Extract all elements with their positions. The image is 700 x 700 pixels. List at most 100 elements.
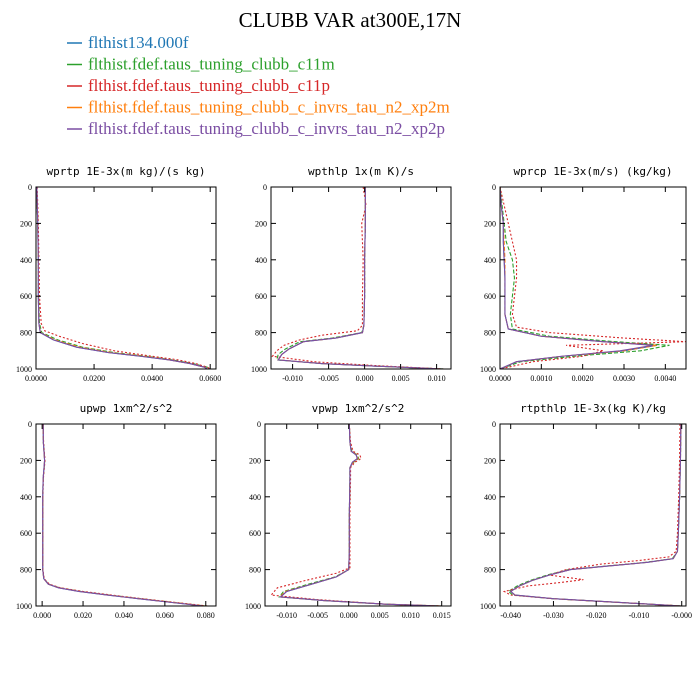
axes-box <box>35 186 217 370</box>
x-tick-label: 0.0000 <box>25 374 47 383</box>
y-tick-label: 0 <box>28 183 32 192</box>
x-tick-label: 0.0000 <box>489 374 511 383</box>
x-tick-label: -0.010 <box>282 374 303 383</box>
panel-title: vpwp 1xm^2/s^2 <box>312 402 405 415</box>
y-tick-label: 400 <box>20 256 32 265</box>
x-tick-label: 0.0600 <box>199 374 221 383</box>
panel-1: wprtp 1E-3x(m kg)/(s kg) 0 200 400 600 800 100… <box>16 165 221 383</box>
y-tick-label: 400 <box>249 493 261 502</box>
figure-title: CLUBB VAR at300E,17N <box>239 8 462 32</box>
x-tick-label: 0.080 <box>197 611 215 620</box>
x-tick-label: 0.005 <box>392 374 410 383</box>
y-tick-label: 200 <box>484 219 496 228</box>
y-tick-label: 0 <box>492 183 496 192</box>
series-line-3 <box>500 187 686 369</box>
y-tick-label: 200 <box>20 219 32 228</box>
x-tick-label: -0.010 <box>629 611 650 620</box>
series-line-5 <box>42 424 204 606</box>
x-tick-label: -0.000 <box>671 611 692 620</box>
x-tick-label: 0.060 <box>156 611 174 620</box>
x-tick-label: 0.010 <box>428 374 446 383</box>
series-line-5 <box>36 187 208 369</box>
x-tick-label: 0.000 <box>356 374 374 383</box>
legend: flthist134.000f flthist.fdef.taus_tuning_… <box>67 33 450 138</box>
legend-label: flthist.fdef.taus_tuning_clubb_c11m <box>88 55 335 74</box>
axes-box <box>499 186 687 370</box>
panel-6: rtpthlp 1E-3x(kg K)/kg02004006008001000-… <box>480 402 692 620</box>
y-tick-label: 800 <box>255 329 267 338</box>
y-tick-label: 400 <box>20 493 32 502</box>
y-tick-label: 800 <box>20 566 32 575</box>
x-tick-label: 0.0040 <box>654 374 676 383</box>
panel-3: wprcp 1E-3x(m/s) (kg/kg) 0 200 400 600 800 100… <box>480 165 687 383</box>
y-tick-label: 400 <box>484 256 496 265</box>
y-tick-label: 600 <box>484 292 496 301</box>
y-tick-label: 200 <box>20 456 32 465</box>
series-line-5 <box>509 424 682 606</box>
y-tick-label: 0 <box>28 420 32 429</box>
y-tick-label: 0 <box>492 420 496 429</box>
series-line-3 <box>42 424 208 606</box>
x-tick-label: 0.000 <box>340 611 358 620</box>
x-tick-label: 0.0010 <box>530 374 552 383</box>
series-line-3 <box>270 424 442 606</box>
series-line-4 <box>500 187 658 369</box>
panel-title: wprtp 1E-3x(m kg)/(s kg) <box>47 165 206 178</box>
y-tick-label: 1000 <box>480 602 496 611</box>
panel-title: wprcp 1E-3x(m/s) (kg/kg) <box>514 165 673 178</box>
series-line-2 <box>500 187 670 369</box>
axes-box <box>499 423 687 607</box>
panel-2: wpthlp 1x(m K)/s 0 200 400 600 800 1000 -0.010 -… <box>251 165 452 383</box>
x-tick-label: 0.010 <box>402 611 420 620</box>
x-tick-label: -0.005 <box>318 374 339 383</box>
panel-title: rtpthlp 1E-3x(kg K)/kg <box>520 402 666 415</box>
y-tick-label: 200 <box>484 456 496 465</box>
y-tick-label: 0 <box>257 420 261 429</box>
y-tick-label: 1000 <box>16 602 32 611</box>
x-tick-label: 0.0030 <box>613 374 635 383</box>
y-tick-label: 600 <box>249 529 261 538</box>
x-tick-label: 0.0020 <box>572 374 594 383</box>
y-tick-label: 600 <box>255 292 267 301</box>
series-line-4 <box>278 424 442 606</box>
panel-title: upwp 1xm^2/s^2 <box>80 402 173 415</box>
x-tick-label: 0.000 <box>33 611 51 620</box>
series-line-4 <box>36 187 208 369</box>
x-tick-label: 0.015 <box>433 611 451 620</box>
y-tick-label: 1000 <box>251 365 267 374</box>
y-tick-label: 200 <box>249 456 261 465</box>
series-line-1 <box>279 424 442 606</box>
legend-item: flthist.fdef.taus_tuning_clubb_c_invrs_t… <box>67 119 445 138</box>
series-line-3 <box>502 424 682 606</box>
x-tick-label: -0.005 <box>307 611 328 620</box>
series-line-5 <box>279 424 442 606</box>
y-tick-label: 600 <box>20 529 32 538</box>
y-tick-label: 800 <box>484 566 496 575</box>
y-tick-label: 800 <box>249 566 261 575</box>
series-line-2 <box>507 424 682 606</box>
axes-box <box>270 186 452 370</box>
series-line-4 <box>42 424 205 606</box>
y-tick-label: 800 <box>20 329 32 338</box>
legend-label: flthist134.000f <box>88 33 189 52</box>
x-tick-label: 0.040 <box>115 611 133 620</box>
y-tick-label: 400 <box>484 493 496 502</box>
series-line-3 <box>271 187 444 369</box>
x-tick-label: 0.0200 <box>83 374 105 383</box>
series-line-1 <box>42 424 204 606</box>
x-tick-label: 0.020 <box>74 611 92 620</box>
panels: wprtp 1E-3x(m kg)/(s kg) 0 200 400 600 800 100… <box>16 165 692 620</box>
x-tick-label: -0.030 <box>543 611 564 620</box>
panel-title: wpthlp 1x(m K)/s <box>308 165 414 178</box>
x-tick-label: -0.010 <box>276 611 297 620</box>
series-line-5 <box>277 187 444 369</box>
legend-label: flthist.fdef.taus_tuning_clubb_c_invrs_t… <box>88 119 445 138</box>
legend-item: flthist134.000f <box>67 33 189 52</box>
legend-label: flthist.fdef.taus_tuning_clubb_c_invrs_t… <box>88 98 450 117</box>
series-line-2 <box>276 187 444 369</box>
x-tick-label: 0.0400 <box>141 374 163 383</box>
x-tick-label: -0.040 <box>500 611 521 620</box>
y-tick-label: 400 <box>255 256 267 265</box>
y-tick-label: 0 <box>263 183 267 192</box>
